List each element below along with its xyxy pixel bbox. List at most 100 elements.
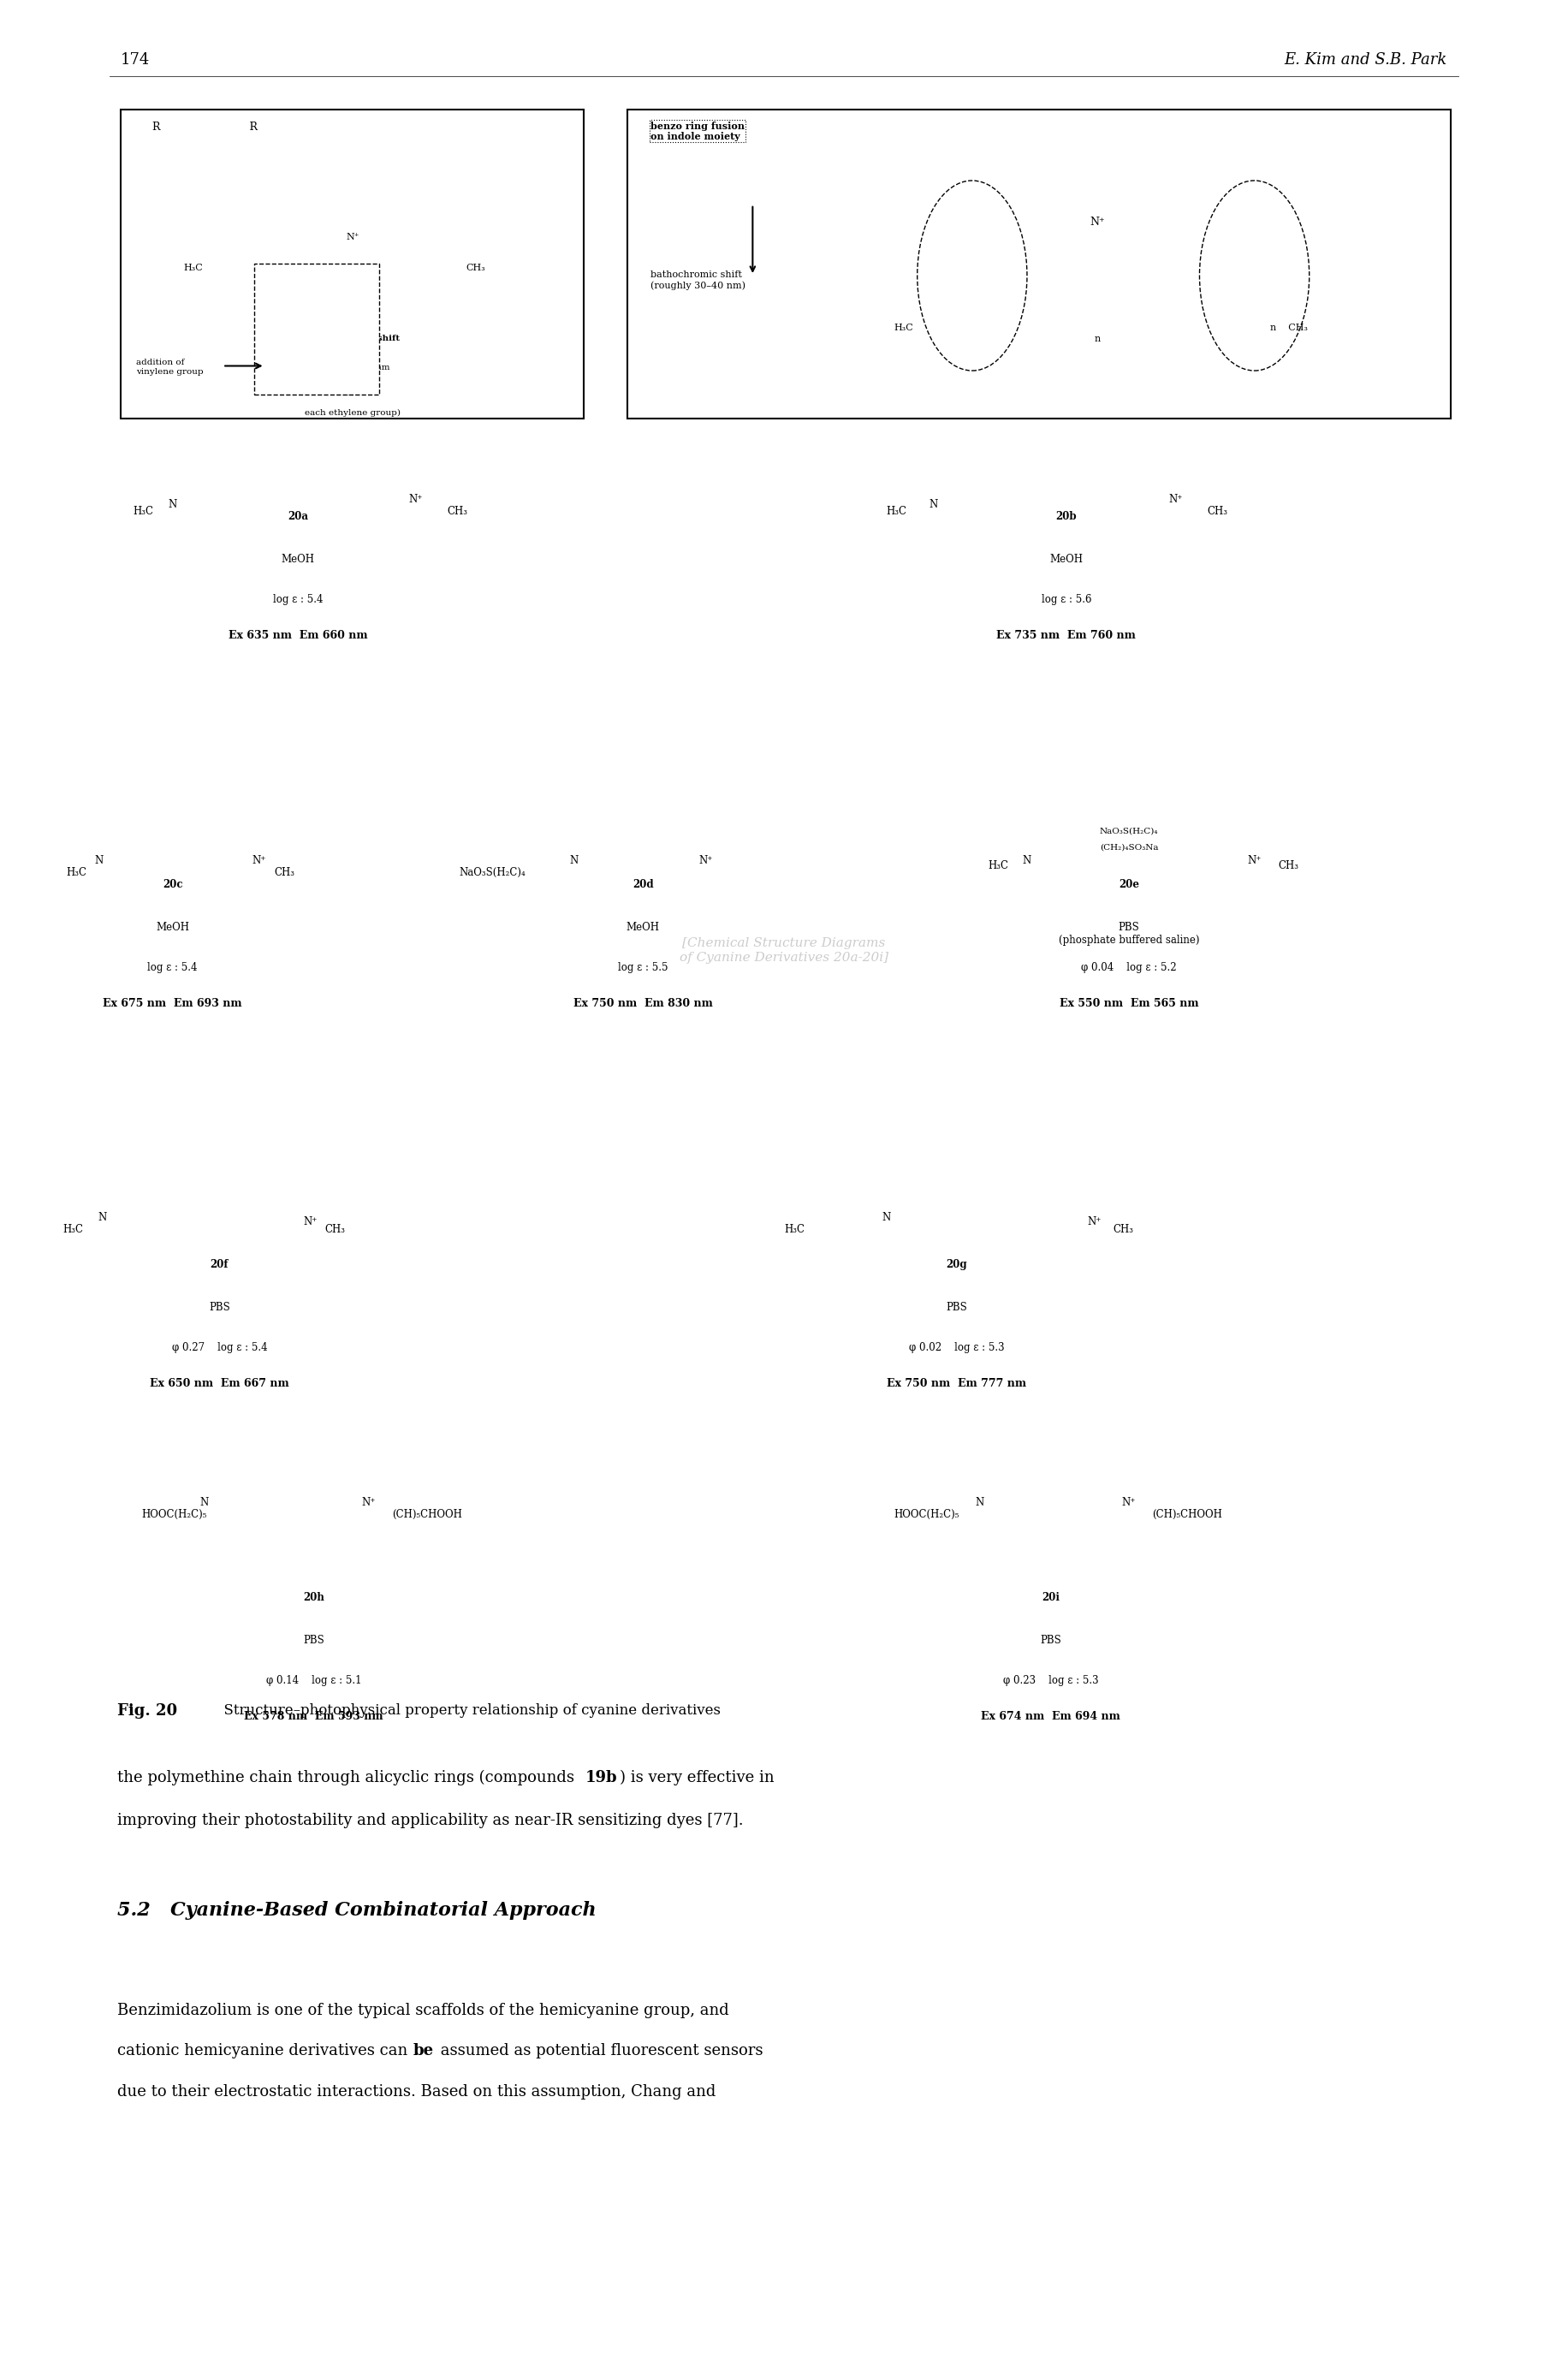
Text: CH₃: CH₃: [1207, 506, 1228, 518]
Text: N: N: [881, 1212, 891, 1224]
Text: MeOH: MeOH: [1049, 554, 1083, 565]
Text: N⁺: N⁺: [362, 1497, 375, 1509]
Text: φ 0.23    log ε : 5.3: φ 0.23 log ε : 5.3: [1004, 1675, 1098, 1687]
Text: 20a: 20a: [287, 511, 309, 523]
Text: PBS
(phosphate buffered saline): PBS (phosphate buffered saline): [1058, 922, 1200, 946]
Text: H₃C: H₃C: [63, 1224, 83, 1236]
Text: Ex 674 nm  Em 694 nm: Ex 674 nm Em 694 nm: [982, 1711, 1120, 1723]
Text: 174: 174: [121, 52, 151, 67]
Text: NaO₃S(H₂C)₄: NaO₃S(H₂C)₄: [1099, 827, 1159, 834]
Text: PBS: PBS: [946, 1302, 967, 1314]
Text: N: N: [1022, 855, 1032, 867]
Text: Ex 735 nm  Em 760 nm: Ex 735 nm Em 760 nm: [997, 630, 1135, 642]
Text: Ex 550 nm  Em 565 nm: Ex 550 nm Em 565 nm: [1060, 998, 1198, 1010]
Text: H₃C: H₃C: [988, 860, 1008, 872]
Text: due to their electrostatic interactions. Based on this assumption, Chang and: due to their electrostatic interactions.…: [118, 2084, 717, 2098]
Text: N: N: [569, 855, 579, 867]
Text: N⁺: N⁺: [1123, 1497, 1135, 1509]
Text: n: n: [1094, 335, 1101, 345]
Text: N: N: [94, 855, 103, 867]
Text: N⁺: N⁺: [1090, 216, 1105, 228]
Text: Ex 635 nm  Em 660 nm: Ex 635 nm Em 660 nm: [229, 630, 367, 642]
Text: φ 0.27    log ε : 5.4: φ 0.27 log ε : 5.4: [172, 1342, 267, 1354]
Text: Ex 650 nm  Em 667 nm: Ex 650 nm Em 667 nm: [151, 1378, 289, 1390]
Text: log ε : 5.4: log ε : 5.4: [273, 594, 323, 606]
Text: 20c: 20c: [163, 879, 182, 891]
Text: for: for: [347, 390, 359, 397]
Text: CH₃: CH₃: [466, 264, 485, 273]
Text: E. Kim and S.B. Park: E. Kim and S.B. Park: [1284, 52, 1447, 67]
Text: benzo ring fusion
on indole moiety: benzo ring fusion on indole moiety: [651, 121, 745, 143]
Text: (CH)₅CHOOH: (CH)₅CHOOH: [392, 1509, 463, 1521]
Bar: [118, 166, 1450, 1651]
Text: H₃C: H₃C: [784, 1224, 804, 1236]
Text: R                          R: R R: [152, 121, 257, 133]
Text: φ 0.02    log ε : 5.3: φ 0.02 log ε : 5.3: [909, 1342, 1004, 1354]
Text: PBS: PBS: [303, 1635, 325, 1647]
Text: φ 0.04    log ε : 5.2: φ 0.04 log ε : 5.2: [1082, 962, 1176, 974]
Text: N: N: [975, 1497, 985, 1509]
Text: PBS: PBS: [209, 1302, 230, 1314]
Text: N⁺: N⁺: [304, 1217, 317, 1228]
Text: log ε : 5.4: log ε : 5.4: [147, 962, 198, 974]
Text: N: N: [97, 1212, 107, 1224]
Text: 19b: 19b: [585, 1770, 618, 1784]
Text: H₃C: H₃C: [183, 264, 202, 273]
Text: HOOC(H₂C)₅: HOOC(H₂C)₅: [141, 1509, 207, 1521]
Text: φ 0.14    log ε : 5.1: φ 0.14 log ε : 5.1: [267, 1675, 361, 1687]
Text: PBS: PBS: [1040, 1635, 1062, 1647]
Text: 20d: 20d: [632, 879, 654, 891]
Text: N: N: [168, 499, 177, 511]
Text: 20b: 20b: [1055, 511, 1077, 523]
Text: N⁺: N⁺: [1088, 1217, 1101, 1228]
Text: bathochromic shift
(roughly 30–40 nm): bathochromic shift (roughly 30–40 nm): [651, 271, 746, 290]
Text: 20h: 20h: [303, 1592, 325, 1604]
Text: N⁺: N⁺: [1248, 855, 1261, 867]
Text: HOOC(H₂C)₅: HOOC(H₂C)₅: [894, 1509, 960, 1521]
Text: 5.2   Cyanine-Based Combinatorial Approach: 5.2 Cyanine-Based Combinatorial Approach: [118, 1901, 596, 1920]
Text: improving their photostability and applicability as near-IR sensitizing dyes [77: improving their photostability and appli…: [118, 1813, 743, 1827]
Ellipse shape: [1200, 181, 1309, 371]
Text: H₃C: H₃C: [133, 506, 154, 518]
Text: cationic hemicyanine derivatives can: cationic hemicyanine derivatives can: [118, 2043, 412, 2058]
Text: Structure–photophysical property relationship of cyanine derivatives: Structure–photophysical property relatio…: [215, 1704, 721, 1718]
Text: 20f: 20f: [210, 1259, 229, 1271]
Text: n    CH₃: n CH₃: [1270, 323, 1308, 333]
Text: Ex 750 nm  Em 777 nm: Ex 750 nm Em 777 nm: [886, 1378, 1027, 1390]
Text: N⁺: N⁺: [1170, 494, 1182, 506]
Text: H₃C: H₃C: [886, 506, 906, 518]
Text: N⁺: N⁺: [252, 855, 265, 867]
Text: the polymethine chain through alicyclic rings (compounds: the polymethine chain through alicyclic …: [118, 1770, 580, 1787]
Text: MeOH: MeOH: [155, 922, 190, 934]
Text: CH₃: CH₃: [447, 506, 467, 518]
Text: N⁺: N⁺: [409, 494, 422, 506]
Bar: [627, 109, 1450, 418]
Text: CH₃: CH₃: [274, 867, 295, 879]
Text: CH₃: CH₃: [325, 1224, 345, 1236]
Text: (CH)₅CHOOH: (CH)₅CHOOH: [1152, 1509, 1223, 1521]
Text: [Chemical Structure Diagrams
of Cyanine Derivatives 20a-20i]: [Chemical Structure Diagrams of Cyanine …: [679, 939, 889, 962]
Text: NaO₃S(H₂C)₄: NaO₃S(H₂C)₄: [459, 867, 525, 879]
Text: N⁺: N⁺: [347, 233, 359, 242]
Text: 20e: 20e: [1118, 879, 1140, 891]
Text: N⁺: N⁺: [699, 855, 712, 867]
Text: each ethylene group): each ethylene group): [304, 409, 401, 416]
Text: bathochromic shift: bathochromic shift: [306, 335, 400, 342]
Bar: [254, 264, 379, 394]
Text: addition of
vinylene group: addition of vinylene group: [136, 359, 204, 375]
Text: H₃C: H₃C: [66, 867, 86, 879]
Text: N: N: [928, 499, 938, 511]
Text: assumed as potential fluorescent sensors: assumed as potential fluorescent sensors: [436, 2043, 762, 2058]
Text: log ε : 5.6: log ε : 5.6: [1041, 594, 1091, 606]
Text: 20i: 20i: [1041, 1592, 1060, 1604]
Bar: [121, 109, 583, 418]
Text: Benzimidazolium is one of the typical scaffolds of the hemicyanine group, and: Benzimidazolium is one of the typical sc…: [118, 2003, 729, 2017]
Text: 20g: 20g: [946, 1259, 967, 1271]
Text: H₃C: H₃C: [894, 323, 913, 333]
Text: N: N: [199, 1497, 209, 1509]
Text: MeOH: MeOH: [281, 554, 315, 565]
Text: ) is very effective in: ) is very effective in: [619, 1770, 775, 1787]
Text: (CH₂)₄SO₃Na: (CH₂)₄SO₃Na: [1099, 843, 1159, 851]
Text: log ε : 5.5: log ε : 5.5: [618, 962, 668, 974]
Text: Ex 578 nm  Em 593 nm: Ex 578 nm Em 593 nm: [245, 1711, 383, 1723]
